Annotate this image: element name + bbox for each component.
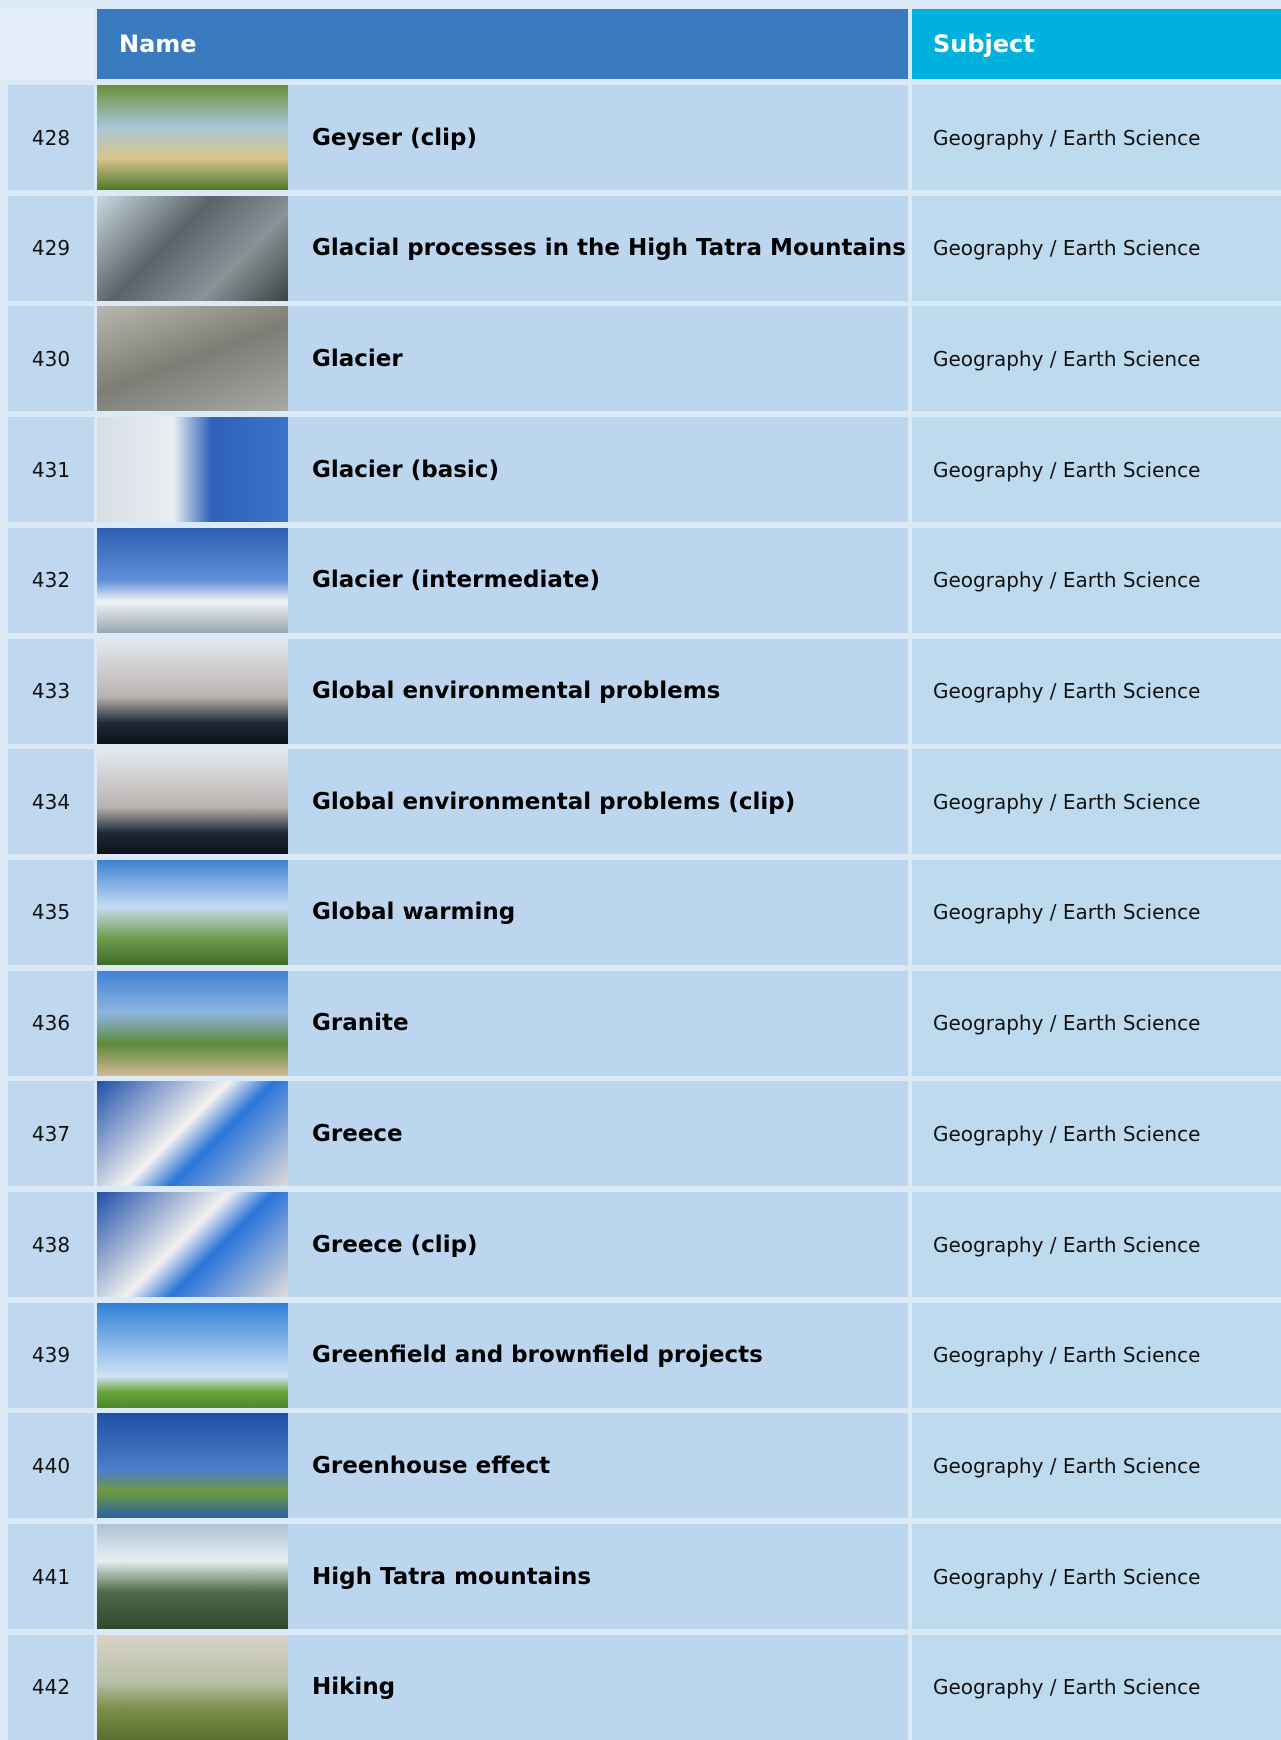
thumbnail	[97, 859, 288, 965]
row-subject: Geography / Earth Science	[912, 306, 1281, 412]
row-name: Global environmental problems (clip)	[288, 749, 908, 855]
row-name: Granite	[288, 970, 908, 1076]
thumbnail	[97, 1192, 288, 1297]
row-subject: Geography / Earth Science	[912, 749, 1281, 855]
row-subject: Geography / Earth Science	[912, 1524, 1281, 1630]
row-subject: Geography / Earth Science	[912, 638, 1281, 744]
header-name: Name	[97, 9, 908, 79]
row-name: Hiking	[288, 1634, 908, 1740]
row-number: 438	[8, 1192, 94, 1297]
row-subject: Geography / Earth Science	[912, 1081, 1281, 1187]
thumbnail	[97, 638, 288, 744]
thumbnail	[97, 306, 288, 412]
row-name: High Tatra mountains	[288, 1524, 908, 1630]
row-name: Glacial processes in the High Tatra Moun…	[288, 195, 908, 301]
row-name: Glacier (intermediate)	[288, 527, 908, 633]
row-subject: Geography / Earth Science	[912, 859, 1281, 965]
row-number: 437	[8, 1081, 94, 1187]
row-number: 434	[8, 749, 94, 855]
row-number: 432	[8, 527, 94, 633]
thumbnail	[97, 1413, 288, 1519]
corner-cell	[0, 9, 94, 79]
thumbnail	[97, 85, 288, 190]
row-number: 428	[8, 85, 94, 190]
thumbnail	[97, 1302, 288, 1408]
row-number: 440	[8, 1413, 94, 1519]
row-subject: Geography / Earth Science	[912, 527, 1281, 633]
row-subject: Geography / Earth Science	[912, 195, 1281, 301]
row-number: 436	[8, 970, 94, 1076]
row-name: Greenhouse effect	[288, 1413, 908, 1519]
row-number: 442	[8, 1634, 94, 1740]
row-subject: Geography / Earth Science	[912, 970, 1281, 1076]
row-number: 429	[8, 195, 94, 301]
row-number: 441	[8, 1524, 94, 1630]
row-name: Glacier (basic)	[288, 417, 908, 523]
thumbnail	[97, 1634, 288, 1740]
row-number: 430	[8, 306, 94, 412]
row-subject: Geography / Earth Science	[912, 1634, 1281, 1740]
row-name: Glacier	[288, 306, 908, 412]
thumbnail	[97, 417, 288, 523]
header-subject: Subject	[912, 9, 1281, 79]
row-subject: Geography / Earth Science	[912, 1192, 1281, 1297]
thumbnail	[97, 195, 288, 301]
row-number: 439	[8, 1302, 94, 1408]
row-name: Greece	[288, 1081, 908, 1187]
row-number: 433	[8, 638, 94, 744]
row-name: Greenfield and brownfield projects	[288, 1302, 908, 1408]
row-subject: Geography / Earth Science	[912, 1413, 1281, 1519]
thumbnail	[97, 1524, 288, 1630]
row-name: Greece (clip)	[288, 1192, 908, 1297]
row-name: Global environmental problems	[288, 638, 908, 744]
row-number: 435	[8, 859, 94, 965]
row-name: Global warming	[288, 859, 908, 965]
row-subject: Geography / Earth Science	[912, 85, 1281, 190]
thumbnail	[97, 749, 288, 855]
row-name: Geyser (clip)	[288, 85, 908, 190]
thumbnail	[97, 970, 288, 1076]
thumbnail	[97, 527, 288, 633]
row-subject: Geography / Earth Science	[912, 1302, 1281, 1408]
row-number: 431	[8, 417, 94, 523]
row-subject: Geography / Earth Science	[912, 417, 1281, 523]
thumbnail	[97, 1081, 288, 1187]
